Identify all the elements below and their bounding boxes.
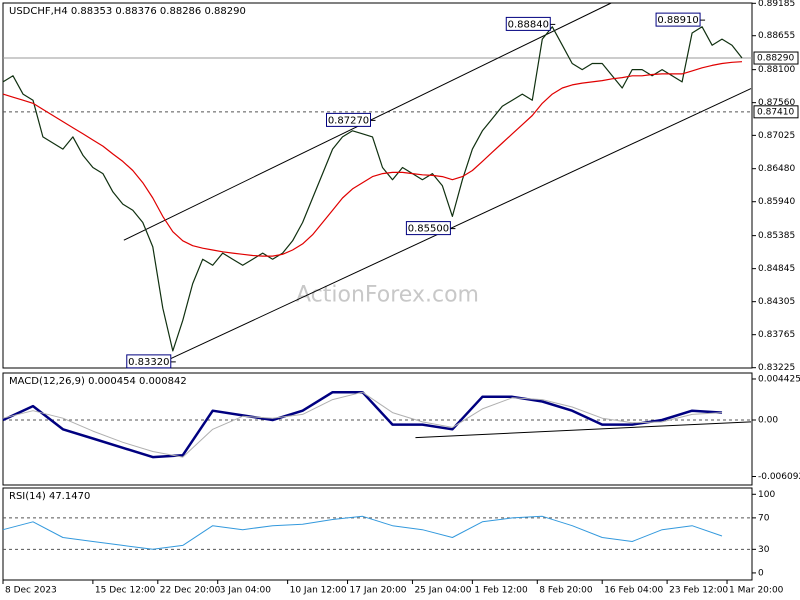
annotation-label: 0.88910	[657, 15, 698, 26]
y-tick-label: 0.86480	[758, 164, 795, 174]
x-tick-label: 22 Dec 20:00	[160, 586, 221, 596]
y-tick-label: 0.83765	[758, 330, 795, 340]
y-tick-label: 0.84845	[758, 264, 795, 274]
annotation-label: 0.85500	[408, 224, 449, 235]
x-tick-label: 15 Dec 12:00	[95, 586, 156, 596]
annotation-box	[326, 112, 372, 127]
x-tick-label: 1 Feb 12:00	[474, 586, 528, 596]
series-line	[2, 515, 723, 550]
y-tick-label: 100	[758, 490, 775, 500]
annotation-box	[505, 16, 551, 31]
panel-title: MACD(12,26,9) 0.000454 0.000842	[9, 376, 187, 387]
y-tick-label: 0.87560	[758, 98, 795, 108]
panel-frame	[2, 372, 753, 486]
x-tick-label: 8 Feb 20:00	[539, 586, 593, 596]
series-line	[2, 391, 723, 458]
y-tick-label: 0.83225	[758, 363, 795, 373]
annotation-box	[405, 221, 451, 236]
annotation-box	[126, 354, 172, 369]
y-tick-label: 0.00	[758, 416, 778, 426]
x-tick-label: 16 Feb 04:00	[604, 586, 663, 596]
panel-title: USDCHF,H4 0.88353 0.88376 0.88286 0.8829…	[9, 6, 246, 17]
x-tick-label: 17 Jan 20:00	[350, 586, 407, 596]
level-label-box	[753, 51, 799, 65]
y-tick-label: 70	[758, 513, 770, 523]
x-tick-label: 8 Dec 2023	[5, 586, 57, 596]
y-tick-label: 0.84305	[758, 297, 795, 307]
y-tick-label: -0.006092	[758, 472, 800, 482]
y-tick-label: 0.004425	[758, 374, 800, 384]
x-tick-label: 3 Jan 04:00	[220, 586, 272, 596]
trend-line	[159, 88, 752, 365]
annotation-box	[655, 12, 701, 27]
y-tick-label: 0.85940	[758, 197, 795, 207]
x-tick-label: 10 Jan 12:00	[290, 586, 347, 596]
series-line	[2, 61, 743, 257]
annotation-label: 0.87270	[328, 115, 369, 126]
panel-frame	[2, 2, 753, 369]
y-tick-label: 0	[758, 568, 764, 578]
annotation-label: 0.88840	[508, 19, 549, 30]
x-tick-label: 25 Jan 04:00	[414, 586, 471, 596]
trend-line	[415, 421, 752, 439]
y-tick-label: 30	[758, 545, 770, 555]
level-label: 0.88290	[757, 54, 794, 64]
y-tick-label: 0.87025	[758, 131, 795, 141]
y-tick-label: 0.88100	[758, 65, 795, 75]
y-tick-label: 0.85385	[758, 231, 795, 241]
level-label: 0.87410	[757, 107, 794, 117]
annotation-label: 0.83320	[128, 357, 169, 368]
x-tick-label: 23 Feb 12:00	[669, 586, 728, 596]
series-line	[2, 26, 743, 352]
level-label-box	[753, 105, 799, 119]
y-tick-label: 0.88655	[758, 31, 795, 41]
watermark: ActionForex.com	[296, 283, 479, 308]
y-tick-label: 0.89185	[758, 0, 795, 9]
x-tick-label: 1 Mar 20:00	[729, 586, 784, 596]
panel-frame	[2, 487, 753, 581]
panel-title: RSI(14) 47.1470	[9, 491, 90, 502]
